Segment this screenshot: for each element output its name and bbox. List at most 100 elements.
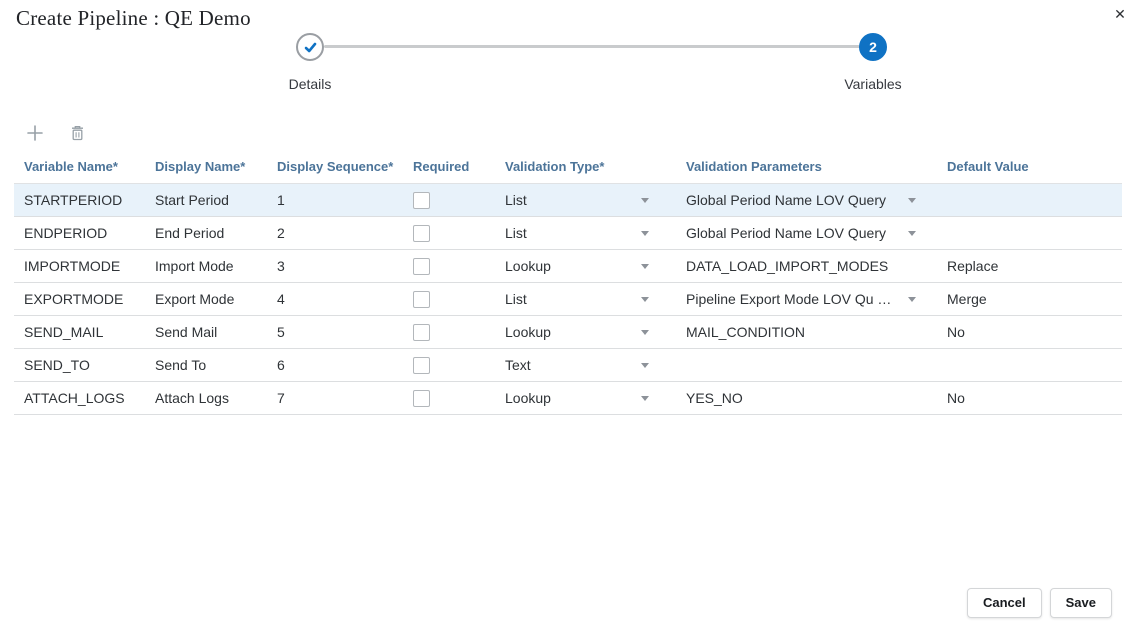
step-variables-label: Variables bbox=[844, 76, 902, 92]
cancel-button[interactable]: Cancel bbox=[966, 588, 1042, 618]
required-checkbox[interactable] bbox=[413, 191, 430, 209]
variables-table: Variable Name* Display Name* Display Seq… bbox=[14, 150, 1122, 415]
validation-type-value: Lookup bbox=[505, 324, 551, 340]
default-value-cell bbox=[937, 349, 1122, 381]
validation-parameters-dropdown-icon[interactable] bbox=[908, 231, 916, 236]
step-details-indicator[interactable] bbox=[296, 33, 324, 61]
validation-type-value: List bbox=[505, 291, 527, 307]
required-cell bbox=[403, 283, 495, 315]
table-toolbar bbox=[24, 120, 88, 146]
required-cell bbox=[403, 184, 495, 216]
required-cell bbox=[403, 217, 495, 249]
validation-type-dropdown-icon[interactable] bbox=[641, 330, 649, 335]
table-row[interactable]: ENDPERIOD End Period 2 List Global Perio… bbox=[14, 217, 1122, 250]
variable-name-cell: IMPORTMODE bbox=[24, 258, 121, 274]
display-name-cell: Attach Logs bbox=[155, 390, 229, 406]
validation-parameters-value: Global Period Name LOV Query bbox=[686, 192, 886, 208]
validation-type-cell: List bbox=[495, 217, 676, 249]
validation-parameters-value: Global Period Name LOV Query bbox=[686, 225, 886, 241]
required-checkbox[interactable] bbox=[413, 356, 430, 374]
display-sequence-cell: 3 bbox=[277, 258, 285, 274]
table-header-row: Variable Name* Display Name* Display Seq… bbox=[14, 150, 1122, 183]
display-sequence-cell: 6 bbox=[277, 357, 285, 373]
validation-type-cell: List bbox=[495, 184, 676, 216]
step-details-label: Details bbox=[288, 76, 332, 92]
validation-type-value: List bbox=[505, 192, 527, 208]
required-checkbox[interactable] bbox=[413, 224, 430, 242]
validation-type-dropdown-icon[interactable] bbox=[641, 198, 649, 203]
step-number: 2 bbox=[869, 39, 877, 55]
column-header-validation-type: Validation Type* bbox=[505, 159, 605, 174]
step-variables-indicator[interactable]: 2 bbox=[859, 33, 887, 61]
validation-parameters-cell: DATA_LOAD_IMPORT_MODES bbox=[676, 250, 937, 282]
variable-name-cell: EXPORTMODE bbox=[24, 291, 124, 307]
validation-type-dropdown-icon[interactable] bbox=[641, 231, 649, 236]
variable-name-cell: STARTPERIOD bbox=[24, 192, 123, 208]
display-name-cell: Send To bbox=[155, 357, 207, 373]
column-header-validation-params: Validation Parameters bbox=[686, 159, 822, 174]
wizard-stepper: 2 Details Variables bbox=[0, 0, 1138, 100]
table-row[interactable]: ATTACH_LOGS Attach Logs 7 Lookup YES_NO … bbox=[14, 382, 1122, 415]
plus-icon bbox=[25, 123, 45, 143]
validation-type-value: Lookup bbox=[505, 390, 551, 406]
column-header-variable-name: Variable Name* bbox=[24, 159, 118, 174]
validation-type-cell: Lookup bbox=[495, 382, 676, 414]
validation-parameters-value: Pipeline Export Mode LOV Qu … bbox=[686, 291, 892, 307]
validation-type-dropdown-icon[interactable] bbox=[641, 297, 649, 302]
close-icon[interactable]: ✕ bbox=[1114, 5, 1126, 22]
table-body: STARTPERIOD Start Period 1 List Global P… bbox=[14, 183, 1122, 415]
validation-parameters-dropdown-icon[interactable] bbox=[908, 198, 916, 203]
validation-type-dropdown-icon[interactable] bbox=[641, 363, 649, 368]
column-header-display-name: Display Name* bbox=[155, 159, 246, 174]
required-checkbox[interactable] bbox=[413, 290, 430, 308]
display-name-cell: Send Mail bbox=[155, 324, 218, 340]
variable-name-cell: SEND_TO bbox=[24, 357, 90, 373]
dialog-footer: Cancel Save bbox=[966, 588, 1112, 618]
validation-parameters-cell: YES_NO bbox=[676, 382, 937, 414]
validation-type-cell: List bbox=[495, 283, 676, 315]
delete-row-button[interactable] bbox=[66, 122, 88, 144]
check-icon bbox=[303, 40, 318, 55]
table-row[interactable]: EXPORTMODE Export Mode 4 List Pipeline E… bbox=[14, 283, 1122, 316]
stepper-connector-line bbox=[324, 45, 860, 48]
validation-parameters-cell: MAIL_CONDITION bbox=[676, 316, 937, 348]
default-value-cell bbox=[937, 217, 1122, 249]
display-name-cell: Import Mode bbox=[155, 258, 234, 274]
variable-name-cell: ATTACH_LOGS bbox=[24, 390, 125, 406]
validation-type-cell: Lookup bbox=[495, 250, 676, 282]
add-row-button[interactable] bbox=[24, 122, 46, 144]
required-cell bbox=[403, 250, 495, 282]
validation-type-dropdown-icon[interactable] bbox=[641, 264, 649, 269]
table-row[interactable]: STARTPERIOD Start Period 1 List Global P… bbox=[14, 184, 1122, 217]
display-sequence-cell: 2 bbox=[277, 225, 285, 241]
validation-type-dropdown-icon[interactable] bbox=[641, 396, 649, 401]
table-row[interactable]: SEND_MAIL Send Mail 5 Lookup MAIL_CONDIT… bbox=[14, 316, 1122, 349]
required-checkbox[interactable] bbox=[413, 323, 430, 341]
table-row[interactable]: SEND_TO Send To 6 Text bbox=[14, 349, 1122, 382]
required-checkbox[interactable] bbox=[413, 257, 430, 275]
display-name-cell: End Period bbox=[155, 225, 225, 241]
required-checkbox[interactable] bbox=[413, 389, 430, 407]
column-header-default-value: Default Value bbox=[947, 159, 1029, 174]
column-header-required: Required bbox=[413, 159, 470, 174]
variable-name-cell: ENDPERIOD bbox=[24, 225, 108, 241]
trash-icon bbox=[69, 124, 86, 142]
display-sequence-cell: 5 bbox=[277, 324, 285, 340]
validation-parameters-value: DATA_LOAD_IMPORT_MODES bbox=[686, 258, 889, 274]
validation-parameters-dropdown-icon[interactable] bbox=[908, 297, 916, 302]
variable-name-cell: SEND_MAIL bbox=[24, 324, 104, 340]
validation-type-cell: Text bbox=[495, 349, 676, 381]
table-row[interactable]: IMPORTMODE Import Mode 3 Lookup DATA_LOA… bbox=[14, 250, 1122, 283]
display-name-cell: Start Period bbox=[155, 192, 229, 208]
validation-type-value: Text bbox=[505, 357, 531, 373]
validation-type-cell: Lookup bbox=[495, 316, 676, 348]
column-header-display-sequence: Display Sequence* bbox=[277, 159, 394, 174]
display-name-cell: Export Mode bbox=[155, 291, 235, 307]
display-sequence-cell: 1 bbox=[277, 192, 285, 208]
default-value-cell: No bbox=[947, 324, 965, 340]
validation-parameters-value: MAIL_CONDITION bbox=[686, 324, 806, 340]
validation-parameters-value: YES_NO bbox=[686, 390, 743, 406]
validation-type-value: Lookup bbox=[505, 258, 551, 274]
save-button[interactable]: Save bbox=[1049, 588, 1112, 618]
display-sequence-cell: 4 bbox=[277, 291, 285, 307]
